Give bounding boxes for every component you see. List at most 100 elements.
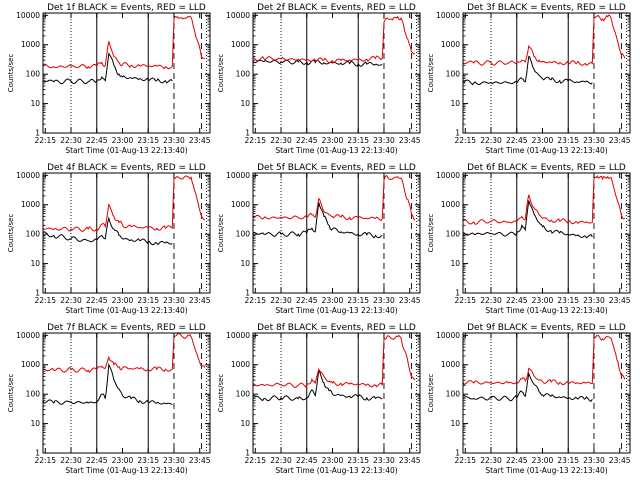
y-axis-label: Counts/sec <box>427 374 435 413</box>
chart-panel: Det 7f BLACK = Events, RED = LLD Counts/s… <box>7 323 211 475</box>
y-tick-label: 10000 <box>226 11 250 20</box>
chart-panel: Det 8f BLACK = Events, RED = LLD Counts/s… <box>217 323 421 475</box>
series-line-events <box>252 59 383 67</box>
series-line-lld <box>252 334 416 389</box>
x-tick-label: 22:45 <box>506 296 528 305</box>
y-tick-label: 10 <box>30 259 40 268</box>
x-tick-label: 22:15 <box>244 296 266 305</box>
x-axis-label: Start Time (01-Aug-13 22:13:40) <box>485 306 607 315</box>
x-tick-label: 23:00 <box>112 456 134 465</box>
x-tick-label: 22:45 <box>296 296 318 305</box>
chart-title: Det 3f BLACK = Events, RED = LLD <box>467 3 626 13</box>
series-line-events <box>42 52 173 85</box>
y-tick-label: 100 <box>446 70 461 79</box>
x-tick-label: 23:00 <box>532 296 554 305</box>
x-axis-label: Start Time (01-Aug-13 22:13:40) <box>275 146 397 155</box>
y-tick-label: 1 <box>245 289 250 298</box>
y-tick-label: 100 <box>26 230 41 239</box>
x-tick-label: 22:30 <box>270 456 292 465</box>
x-tick-label: 22:30 <box>60 136 82 145</box>
series-line-lld <box>42 15 205 70</box>
x-tick-label: 22:45 <box>506 456 528 465</box>
x-tick-label: 23:30 <box>583 456 605 465</box>
y-tick-label: 10 <box>240 99 250 108</box>
y-axis-label: Counts/sec <box>7 54 15 93</box>
y-tick-label: 1000 <box>21 200 40 209</box>
y-tick-label: 100 <box>26 70 41 79</box>
y-tick-label: 10000 <box>226 331 250 340</box>
y-tick-label: 10 <box>240 419 250 428</box>
series-line-events <box>252 202 383 239</box>
x-tick-label: 23:15 <box>557 296 579 305</box>
chart-panel: Det 5f BLACK = Events, RED = LLD Counts/s… <box>217 163 421 315</box>
y-tick-label: 1000 <box>21 360 40 369</box>
x-tick-label: 23:15 <box>137 136 159 145</box>
y-tick-label: 100 <box>236 70 251 79</box>
y-tick-label: 10000 <box>16 11 40 20</box>
x-axis-label: Start Time (01-Aug-13 22:13:40) <box>65 146 187 155</box>
y-tick-label: 10000 <box>16 171 40 180</box>
y-axis-label: Counts/sec <box>217 54 225 93</box>
chart-title: Det 2f BLACK = Events, RED = LLD <box>257 3 416 13</box>
series-line-lld <box>462 175 626 225</box>
x-tick-label: 23:30 <box>583 136 605 145</box>
y-tick-label: 1000 <box>441 360 460 369</box>
x-tick-label: 22:15 <box>34 136 56 145</box>
plot-frame <box>462 172 631 294</box>
y-tick-label: 1 <box>35 129 40 138</box>
chart-title: Det 7f BLACK = Events, RED = LLD <box>47 323 206 333</box>
x-tick-label: 23:45 <box>399 456 421 465</box>
x-tick-label: 23:15 <box>137 456 159 465</box>
y-tick-label: 1 <box>455 449 460 458</box>
y-axis-label: Counts/sec <box>427 214 435 253</box>
x-tick-label: 22:15 <box>454 296 476 305</box>
chart-title: Det 1f BLACK = Events, RED = LLD <box>47 3 206 13</box>
x-axis-label: Start Time (01-Aug-13 22:13:40) <box>275 306 397 315</box>
x-tick-label: 22:15 <box>454 136 476 145</box>
x-axis-label: Start Time (01-Aug-13 22:13:40) <box>275 466 397 475</box>
x-tick-label: 22:15 <box>244 136 266 145</box>
x-tick-label: 23:00 <box>322 456 344 465</box>
plot-frame <box>462 332 631 454</box>
y-axis-label: Counts/sec <box>427 54 435 93</box>
chart-title: Det 6f BLACK = Events, RED = LLD <box>467 163 626 173</box>
y-tick-label: 10 <box>450 99 460 108</box>
y-tick-label: 1000 <box>231 40 250 49</box>
x-tick-label: 23:00 <box>532 456 554 465</box>
plot-frame <box>42 172 211 294</box>
series-line-events <box>252 370 383 402</box>
y-tick-label: 1000 <box>21 40 40 49</box>
x-tick-label: 23:15 <box>347 296 369 305</box>
y-tick-label: 100 <box>236 230 251 239</box>
series-line-events <box>462 371 593 402</box>
x-tick-label: 23:00 <box>112 136 134 145</box>
chart-title: Det 4f BLACK = Events, RED = LLD <box>47 163 206 173</box>
x-tick-label: 23:30 <box>163 296 185 305</box>
y-tick-label: 1 <box>245 449 250 458</box>
series-line-events <box>463 200 593 239</box>
x-tick-label: 22:30 <box>480 136 502 145</box>
y-axis-label: Counts/sec <box>7 374 15 413</box>
y-tick-label: 100 <box>26 390 41 399</box>
x-tick-label: 23:00 <box>112 296 134 305</box>
y-tick-label: 10000 <box>436 331 460 340</box>
x-tick-label: 22:45 <box>506 136 528 145</box>
y-tick-label: 1 <box>455 129 460 138</box>
y-axis-label: Counts/sec <box>217 214 225 253</box>
x-tick-label: 23:00 <box>532 136 554 145</box>
plot-frame <box>42 12 211 134</box>
y-tick-label: 1000 <box>441 40 460 49</box>
y-tick-label: 1000 <box>231 360 250 369</box>
y-tick-label: 10000 <box>436 11 460 20</box>
x-axis-label: Start Time (01-Aug-13 22:13:40) <box>65 466 187 475</box>
x-tick-label: 23:45 <box>609 296 631 305</box>
x-tick-label: 22:30 <box>60 456 82 465</box>
y-axis-label: Counts/sec <box>217 374 225 413</box>
x-tick-label: 23:15 <box>137 296 159 305</box>
x-tick-label: 22:30 <box>480 296 502 305</box>
x-tick-label: 23:30 <box>373 296 395 305</box>
plot-frame <box>252 332 421 454</box>
x-tick-label: 23:00 <box>322 136 344 145</box>
x-tick-label: 22:30 <box>480 456 502 465</box>
